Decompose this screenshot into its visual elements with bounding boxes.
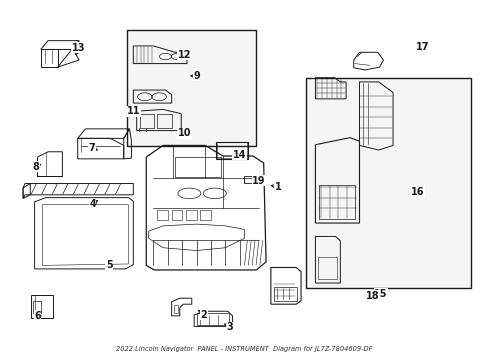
Text: 15: 15 (373, 289, 387, 298)
Text: 10: 10 (178, 129, 191, 139)
Text: 2022 Lincoln Navigator  PANEL - INSTRUMENT  Diagram for JL7Z-7804609-DF: 2022 Lincoln Navigator PANEL - INSTRUMEN… (116, 346, 372, 352)
Text: 4: 4 (89, 199, 96, 209)
Text: 1: 1 (274, 182, 281, 192)
Bar (196, 313, 229, 325)
Bar (274, 287, 297, 301)
Bar (33, 301, 41, 313)
Text: 8: 8 (33, 162, 40, 172)
Bar (140, 114, 154, 128)
Bar (171, 210, 182, 220)
Text: 7: 7 (88, 143, 95, 153)
Bar (173, 305, 178, 313)
Bar (200, 210, 210, 220)
Text: 11: 11 (126, 106, 140, 116)
Text: 6: 6 (34, 311, 41, 321)
Text: 14: 14 (232, 150, 246, 159)
Bar (243, 176, 254, 183)
Bar (305, 78, 470, 288)
Bar (157, 210, 167, 220)
Text: 12: 12 (178, 50, 191, 60)
Text: 18: 18 (366, 291, 379, 301)
Bar (31, 295, 53, 318)
Bar (185, 210, 196, 220)
Text: 2: 2 (200, 310, 207, 320)
Text: 9: 9 (193, 71, 200, 81)
Text: 13: 13 (71, 43, 85, 53)
Bar (318, 257, 336, 279)
Text: 19: 19 (252, 176, 265, 186)
Bar (175, 157, 220, 177)
Text: 3: 3 (226, 323, 233, 333)
Text: 16: 16 (410, 187, 424, 197)
Bar (215, 142, 248, 159)
Bar (318, 185, 354, 219)
Bar (127, 30, 256, 147)
Text: 17: 17 (415, 42, 428, 51)
Bar (157, 114, 171, 128)
Text: 5: 5 (106, 260, 113, 270)
